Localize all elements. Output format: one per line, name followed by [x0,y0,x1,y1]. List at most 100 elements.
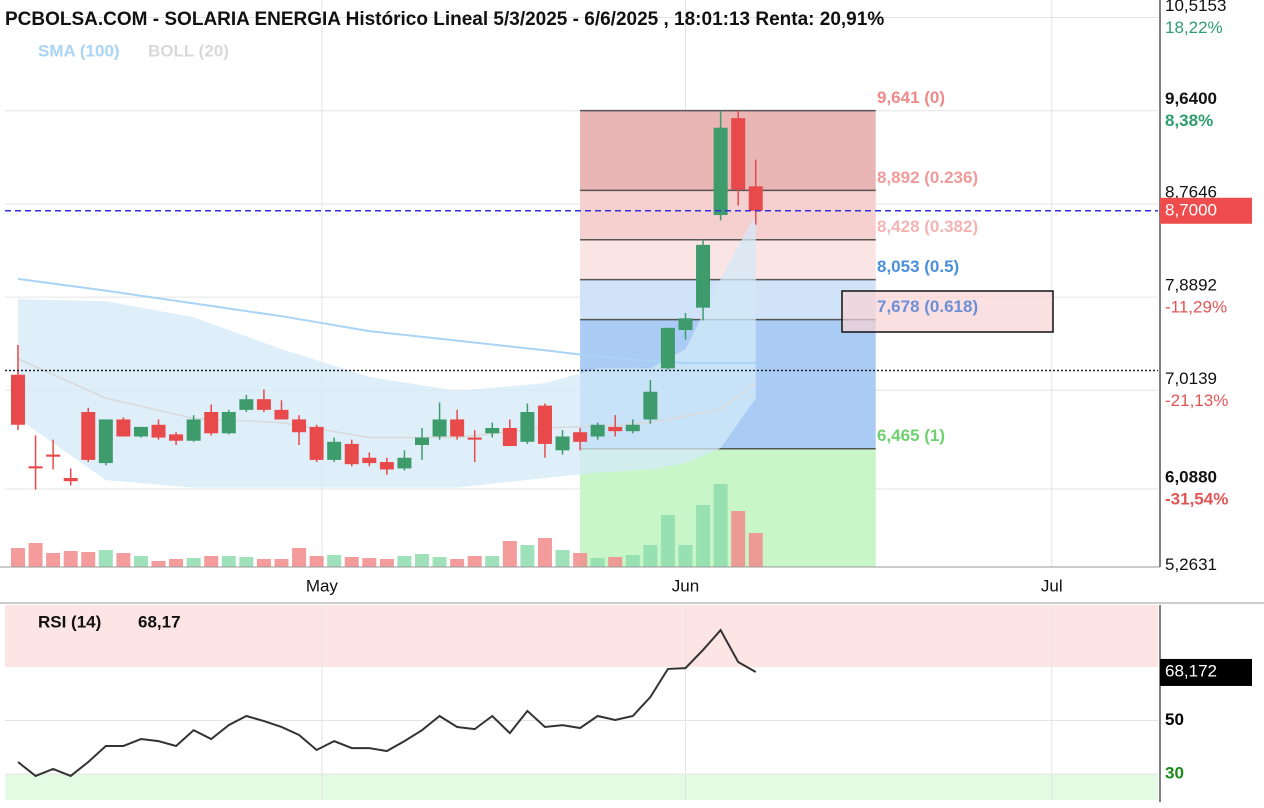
candle-body [10,374,25,425]
volume-bar [292,548,307,567]
legend-boll: BOLL (20) [148,41,229,60]
y-tick-label: 5,2631 [1165,555,1217,574]
candle-body [485,427,500,434]
volume-bar [327,555,342,567]
volume-bar [344,557,359,567]
rsi-title: RSI (14) [38,612,101,631]
candle-body [46,454,61,457]
candle-body [415,437,430,445]
volume-bar [204,556,219,567]
volume-bar [116,553,131,567]
pct-label: -21,13% [1165,391,1228,410]
y-tick-label: 6,0880 [1165,467,1217,486]
pct-label: -31,54% [1165,489,1228,508]
y-tick-label: 10,5153 [1165,0,1226,15]
rsi-tick-label: 30 [1165,764,1184,783]
volume-bar [625,555,640,567]
volume-bar [186,558,201,567]
volume-bar [573,553,588,567]
rsi-tick-label: 50 [1165,710,1184,729]
fib-band [580,190,876,240]
candle-body [731,118,746,190]
volume-bar [450,559,465,567]
x-tick-label: Jun [672,576,699,595]
volume-bar [415,554,430,567]
last-price-box [1160,197,1252,224]
last-price-label: 8,7000 [1165,200,1217,219]
candle-body [116,419,131,437]
y-tick-label: 9,6400 [1165,89,1217,108]
volume-bar [28,543,43,567]
rsi-zone [5,605,1158,668]
fib-label: 8,053 (0.5) [877,257,959,276]
fib-label: 9,641 (0) [877,88,945,107]
rsi-value-text: 68,17 [138,612,181,631]
volume-bar [590,558,605,567]
x-tick-label: Jul [1041,576,1063,595]
candle-body [748,186,763,211]
candle-body [573,432,588,442]
highlight-box [841,290,1054,333]
candle-body [397,457,412,469]
candle-body [221,411,236,434]
y-tick-label: 7,8892 [1165,276,1217,295]
candle-body [502,427,517,447]
chart-title: PCBOLSA.COM - SOLARIA ENERGIA Histórico … [5,9,884,30]
candle-body [309,426,324,460]
fib-label: 8,428 (0.382) [877,217,978,236]
candle-body [678,318,693,331]
volume-bar [362,558,377,567]
candle-body [274,409,289,420]
volume-bar [432,557,447,567]
volume-bar [555,550,570,567]
candle-body [379,462,394,470]
candle-body [625,424,640,432]
rsi-zone [5,774,1158,800]
candle-body [608,426,623,432]
volume-bar [608,557,623,567]
volume-bar [660,515,675,567]
volume-bar [169,559,184,567]
candle-body [133,426,148,437]
pct-label: 18,22% [1165,18,1223,37]
volume-bar [713,484,728,567]
volume-bar [520,545,535,567]
y-tick-label: 8,7646 [1165,182,1217,201]
volume-bar [397,556,412,567]
rsi-last-label: 68,172 [1165,661,1217,680]
fib-label: 6,465 (1) [877,426,945,445]
candle-body [713,127,728,216]
volume-bar [678,545,693,567]
candle-body [555,436,570,451]
volume-bar [46,553,61,567]
pct-label: -11,29% [1165,298,1227,317]
fib-label: 8,892 (0.236) [877,168,978,187]
volume-bar [256,559,271,567]
candle-body [696,244,711,308]
candle-body [292,419,307,433]
rsi-line [17,628,757,778]
price-plot [5,0,1158,567]
candle-body [643,391,658,420]
candle-body [63,477,78,482]
candle-body [537,405,552,444]
candle-body [169,434,184,441]
volume-bar [731,511,746,567]
sma-line [17,277,756,365]
candle-body [98,419,113,464]
volume-bar [133,556,148,567]
candle-body [660,327,675,369]
candle-body [256,399,271,410]
volume-bar [379,559,394,567]
candle-body [151,424,166,438]
candle-body [28,466,43,469]
volume-bar [537,538,552,567]
volume-bar [10,548,25,567]
candle-body [520,411,535,442]
volume-bar [696,505,711,567]
candle-body [204,411,219,434]
candle-body [590,424,605,437]
legend-sma: SMA (100) [38,41,120,60]
